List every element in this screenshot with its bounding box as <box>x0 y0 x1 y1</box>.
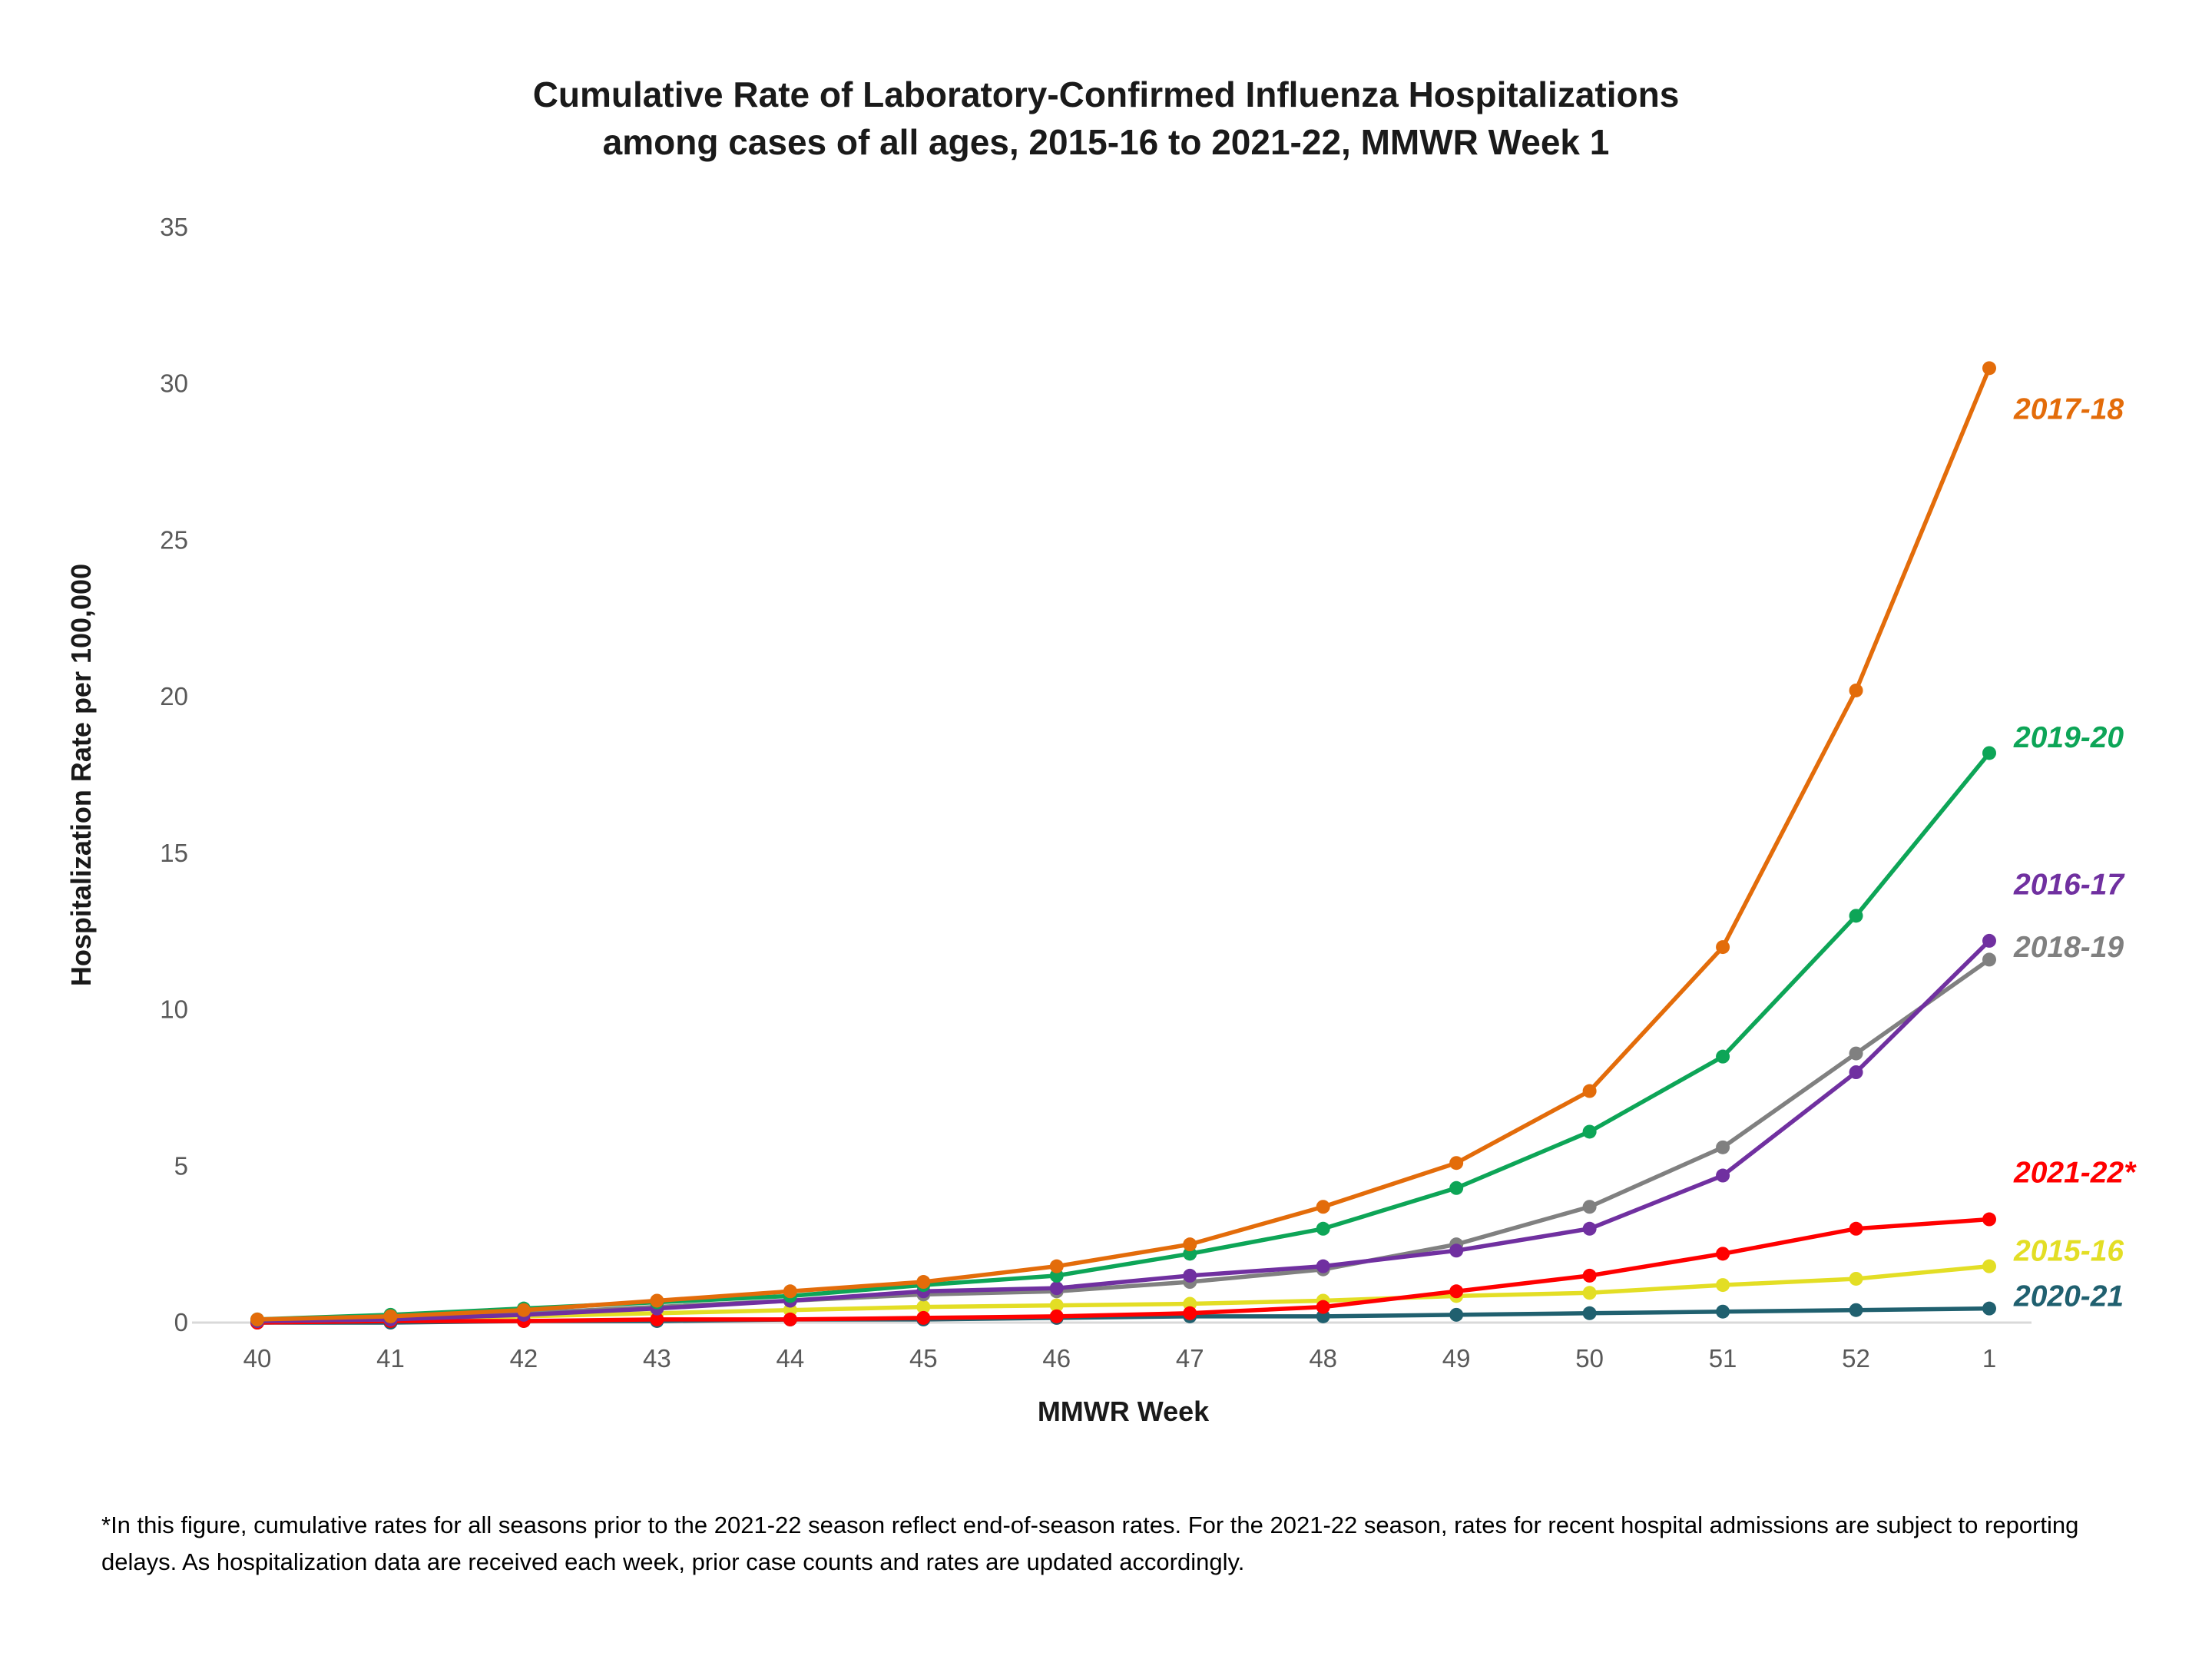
series-label-2019-20: 2019-20 <box>2013 721 2124 754</box>
series-marker-2016-17 <box>1049 1281 1064 1296</box>
series-marker-2018-19 <box>1982 952 1996 967</box>
series-label-2018-19: 2018-19 <box>2013 931 2124 964</box>
series-marker-2020-21 <box>1982 1301 1996 1316</box>
series-marker-2015-16 <box>1049 1298 1064 1313</box>
series-marker-2020-21 <box>1716 1304 1730 1319</box>
series-marker-2017-18 <box>916 1275 931 1290</box>
series-marker-2015-16 <box>1982 1259 1996 1273</box>
chart-canvas: 0 5 10 15 20 25 30 35 40 41 42 43 44 45 46 47 48 49 50 51 52… <box>65 213 2137 1427</box>
series-marker-2017-18 <box>250 1312 264 1326</box>
series-marker-2017-18 <box>1582 1084 1597 1098</box>
series-marker-2016-17 <box>1449 1243 1464 1258</box>
x-axis-tick-label: 44 <box>776 1344 804 1373</box>
series-line-2017-18 <box>255 366 1992 1322</box>
series-label-2017-18: 2017-18 <box>2013 392 2124 426</box>
series-marker-2021-22* <box>1982 1212 1996 1227</box>
series-marker-2018-19 <box>1582 1200 1597 1214</box>
series-marker-2018-19 <box>1849 1046 1863 1061</box>
chart-title-line1: Cumulative Rate of Laboratory-Confirmed … <box>532 75 1680 114</box>
series-marker-2021-22* <box>1716 1247 1730 1261</box>
series-line-2019-20 <box>255 750 1992 1322</box>
series-marker-2017-18 <box>383 1309 398 1323</box>
series-marker-2017-18 <box>1049 1259 1064 1273</box>
x-axis-tick-label: 40 <box>243 1344 272 1373</box>
series-marker-2017-18 <box>1449 1156 1464 1171</box>
series-label-2021-22*: 2021-22* <box>2013 1156 2137 1189</box>
series-marker-2017-18 <box>650 1293 664 1308</box>
y-axis-tick-label: 25 <box>160 525 188 554</box>
series-marker-2020-21 <box>1582 1306 1597 1320</box>
x-axis-tick-label: 1 <box>1982 1344 1996 1373</box>
series-label-2015-16: 2015-16 <box>2013 1234 2124 1267</box>
series-marker-2019-20 <box>1849 909 1863 923</box>
x-axis-tick-label: 45 <box>909 1344 938 1373</box>
series-marker-2019-20 <box>1449 1181 1464 1195</box>
series-marker-2019-20 <box>1316 1221 1330 1236</box>
chart-title: Cumulative Rate of Laboratory-Confirmed … <box>0 71 2212 166</box>
series-marker-2021-22* <box>1316 1300 1330 1314</box>
series-marker-2017-18 <box>1849 683 1863 697</box>
x-axis-title: MMWR Week <box>1038 1396 1210 1427</box>
y-axis-tick-label: 5 <box>174 1151 188 1180</box>
series-marker-2016-17 <box>1716 1168 1730 1183</box>
series-marker-2017-18 <box>1716 940 1730 955</box>
y-axis-title: Hospitalization Rate per 100,000 <box>65 564 97 986</box>
x-axis-tick-label: 42 <box>510 1344 538 1373</box>
series-marker-2017-18 <box>783 1284 797 1299</box>
x-axis-tick-label: 49 <box>1442 1344 1471 1373</box>
series-marker-2015-16 <box>916 1300 931 1314</box>
series-marker-2017-18 <box>516 1303 531 1317</box>
x-axis-tick-label: 43 <box>643 1344 671 1373</box>
y-axis-tick-label: 35 <box>160 213 188 241</box>
series-marker-2016-17 <box>1582 1221 1597 1236</box>
series-marker-2021-22* <box>1582 1268 1597 1283</box>
series-marker-2015-16 <box>1716 1278 1730 1293</box>
chart-title-line2: among cases of all ages, 2015-16 to 2021… <box>602 122 1610 162</box>
series-marker-2020-21 <box>1849 1303 1863 1317</box>
x-axis-tick-label: 47 <box>1176 1344 1204 1373</box>
series-marker-2015-16 <box>1582 1286 1597 1300</box>
series-marker-2015-16 <box>1849 1271 1863 1286</box>
series-line-2016-17 <box>255 939 1992 1323</box>
series-marker-2021-22* <box>650 1312 664 1326</box>
series-marker-2020-21 <box>1449 1307 1464 1322</box>
series-marker-2021-22* <box>1449 1284 1464 1299</box>
series-marker-2017-18 <box>1183 1237 1197 1252</box>
x-axis-tick-label: 50 <box>1575 1344 1604 1373</box>
y-axis-tick-label: 30 <box>160 369 188 398</box>
y-axis-tick-label: 0 <box>174 1308 188 1336</box>
series-marker-2017-18 <box>1982 361 1996 376</box>
y-axis-tick-label: 20 <box>160 682 188 710</box>
series-marker-2016-17 <box>1982 933 1996 948</box>
series-marker-2016-17 <box>1316 1259 1330 1273</box>
x-axis-tick-label: 48 <box>1309 1344 1337 1373</box>
series-marker-2019-20 <box>1982 746 1996 760</box>
y-axis-tick-label: 15 <box>160 839 188 867</box>
series-marker-2021-22* <box>916 1310 931 1325</box>
series-marker-2021-22* <box>1849 1221 1863 1236</box>
series-marker-2021-22* <box>1183 1306 1197 1320</box>
series-marker-2021-22* <box>783 1312 797 1326</box>
x-axis-tick-label: 46 <box>1042 1344 1071 1373</box>
y-axis-tick-label: 10 <box>160 995 188 1024</box>
x-axis-tick-label: 51 <box>1709 1344 1737 1373</box>
series-label-2020-21: 2020-21 <box>2013 1280 2124 1313</box>
x-axis-tick-label: 41 <box>376 1344 405 1373</box>
series-marker-2017-18 <box>1316 1200 1330 1214</box>
series-line-2021-22* <box>255 1217 1992 1325</box>
series-marker-2021-22* <box>1049 1309 1064 1323</box>
footnote-text: *In this figure, cumulative rates for al… <box>101 1512 2079 1575</box>
series-marker-2018-19 <box>1716 1140 1730 1154</box>
series-marker-2019-20 <box>1716 1049 1730 1064</box>
series-marker-2016-17 <box>1183 1268 1197 1283</box>
series-marker-2019-20 <box>1582 1124 1597 1139</box>
series-label-2016-17: 2016-17 <box>2013 869 2125 902</box>
series-marker-2016-17 <box>1849 1065 1863 1080</box>
x-axis-tick-label: 52 <box>1842 1344 1870 1373</box>
